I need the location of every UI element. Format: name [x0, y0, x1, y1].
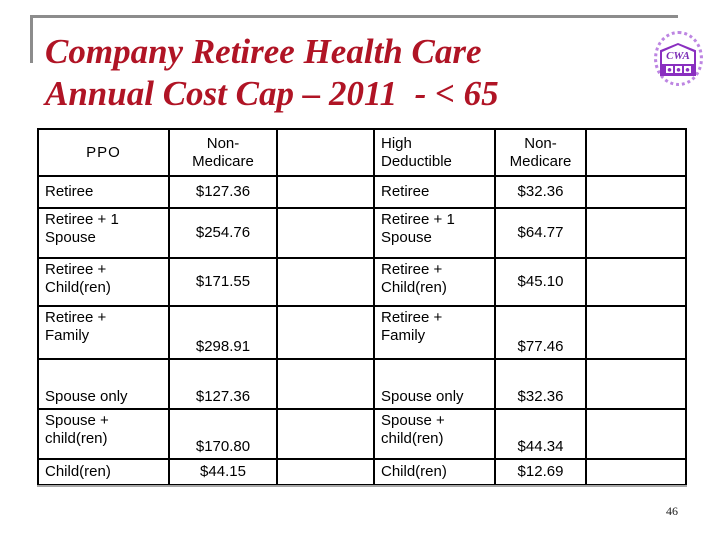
spacer-cell: [585, 358, 687, 410]
header-spacer: [276, 128, 375, 177]
header-non-medicare-ppo: Non- Medicare: [168, 128, 278, 177]
hd-cap-value: $12.69: [494, 458, 587, 486]
logo-shield: CWA: [660, 43, 696, 76]
ppo-cap-value: $254.76: [168, 207, 278, 259]
spacer-cell: [276, 358, 375, 410]
hd-tier-label: Child(ren): [373, 458, 496, 486]
table-row: Retiree + 1 Spouse $254.76 Retiree + 1 S…: [37, 207, 687, 259]
hd-cap-value: $77.46: [494, 305, 587, 360]
table-row: Spouse + child(ren) $170.80 Spouse + chi…: [37, 408, 687, 460]
spacer-cell: [585, 408, 687, 460]
ppo-cap-value: $170.80: [168, 408, 278, 460]
logo-text: CWA: [666, 50, 690, 62]
hd-tier-label: Retiree + Child(ren): [373, 257, 496, 307]
spacer-cell: [276, 408, 375, 460]
header-spacer: [585, 128, 687, 177]
spacer-cell: [585, 257, 687, 307]
slide-title: Company Retiree Health Care Annual Cost …: [45, 31, 499, 115]
ppo-cap-value: $171.55: [168, 257, 278, 307]
spacer-cell: [585, 305, 687, 360]
header-high-deductible: High Deductible: [373, 128, 496, 177]
hd-tier-label: Retiree + 1 Spouse: [373, 207, 496, 259]
spacer-cell: [276, 257, 375, 307]
hd-tier-label: Retiree + Family: [373, 305, 496, 360]
ppo-cap-value: $127.36: [168, 358, 278, 410]
ppo-tier-label: Retiree: [37, 175, 170, 209]
ppo-cap-value: $127.36: [168, 175, 278, 209]
hd-tier-label: Retiree: [373, 175, 496, 209]
ppo-tier-label: Retiree + 1 Spouse: [37, 207, 170, 259]
ppo-tier-label: Retiree + Child(ren): [37, 257, 170, 307]
spacer-cell: [585, 458, 687, 486]
spacer-cell: [276, 305, 375, 360]
title-rule-vertical: [30, 15, 33, 63]
hd-cap-value: $32.36: [494, 175, 587, 209]
ppo-tier-label: Child(ren): [37, 458, 170, 486]
logo-lace-ring: [654, 31, 703, 86]
hd-tier-label: Spouse only: [373, 358, 496, 410]
spacer-cell: [585, 175, 687, 209]
cost-cap-table: PPO Non- Medicare High Deductible Non- M…: [37, 128, 687, 486]
spacer-cell: [276, 458, 375, 486]
ppo-tier-label: Retiree + Family: [37, 305, 170, 360]
title-line-2: Annual Cost Cap – 2011 - < 65: [45, 74, 499, 113]
ppo-cap-value: $44.15: [168, 458, 278, 486]
table-row: Retiree $127.36 Retiree $32.36: [37, 175, 687, 209]
ppo-cap-value: $298.91: [168, 305, 278, 360]
ppo-tier-label: Spouse + child(ren): [37, 408, 170, 460]
table-header-row: PPO Non- Medicare High Deductible Non- M…: [37, 128, 687, 177]
title-line-1: Company Retiree Health Care: [45, 32, 482, 71]
title-rule-horizontal: [30, 15, 678, 18]
spacer-cell: [276, 175, 375, 209]
hd-tier-label: Spouse + child(ren): [373, 408, 496, 460]
table-row: Child(ren) $44.15 Child(ren) $12.69: [37, 458, 687, 486]
logo-glyph-icon: [665, 65, 673, 73]
logo-band: [662, 64, 694, 74]
cwa-logo: CWA: [653, 31, 703, 86]
table-row: Spouse only $127.36 Spouse only $32.36: [37, 358, 687, 410]
hd-cap-value: $44.34: [494, 408, 587, 460]
hd-cap-value: $32.36: [494, 358, 587, 410]
page-number: 46: [666, 504, 678, 518]
header-ppo: PPO: [37, 128, 170, 177]
table-row: Retiree + Child(ren) $171.55 Retiree + C…: [37, 257, 687, 307]
ppo-tier-label: Spouse only: [37, 358, 170, 410]
header-non-medicare-hd: Non- Medicare: [494, 128, 587, 177]
logo-glyph-icon: [683, 65, 691, 73]
table-row: Retiree + Family $298.91 Retiree + Famil…: [37, 305, 687, 360]
hd-cap-value: $45.10: [494, 257, 587, 307]
table-shadow-line: [37, 485, 687, 487]
spacer-cell: [585, 207, 687, 259]
hd-cap-value: $64.77: [494, 207, 587, 259]
spacer-cell: [276, 207, 375, 259]
logo-glyph-icon: [674, 65, 682, 73]
